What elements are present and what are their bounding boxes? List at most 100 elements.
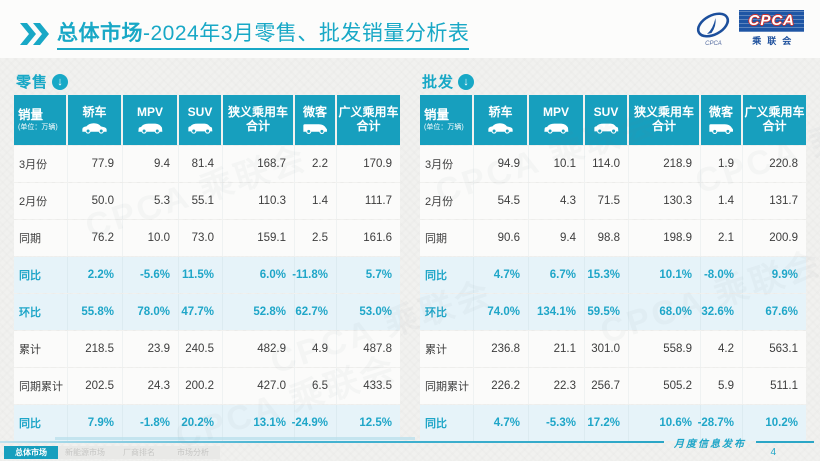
tab-nev-market[interactable]: 新能源市场 [65, 448, 105, 457]
cell-suv: 15.3% [585, 257, 629, 293]
cell-narrow_total: 10.1% [629, 257, 701, 293]
column-header-mpv: MPV [123, 95, 179, 145]
column-header-suv: SUV [179, 95, 223, 145]
cell-suv: 59.5% [585, 294, 629, 330]
cell-suv: 73.0 [179, 220, 223, 256]
footer-rule-right [756, 441, 814, 443]
cell-mpv: 78.0% [123, 294, 179, 330]
footer-accent-line [55, 437, 415, 440]
cell-mpv: 21.1 [529, 331, 585, 367]
row-label: 同比 [420, 257, 474, 293]
cell-suv: 11.5% [179, 257, 223, 293]
van-icon [708, 122, 735, 134]
cell-sedan: 50.0 [68, 183, 123, 219]
footer-tab-bar: 总体市场 新能源市场 厂商排名 市场分析 [4, 446, 220, 459]
logo-tagline: CPCA [705, 41, 722, 47]
row-label: 同期 [420, 220, 474, 256]
down-arrow-circle-icon: ↓ [52, 73, 69, 90]
tab-market-analysis[interactable]: 市场分析 [177, 448, 209, 457]
cpca-logo: CPCA CPCA 乘联会 [692, 9, 804, 47]
cell-broad_total: 53.0% [359, 306, 392, 318]
page-title: 总体市场-2024年3月零售、批发销量分析表 [57, 17, 470, 50]
table-header-row: 销量 (单位：万辆) 轿车 MPV SUV 狭义乘用车 合计 微客 广义乘用车 合计 [420, 95, 806, 145]
cell-sedan: 4.7% [474, 405, 529, 441]
cell-sedan: 226.2 [474, 368, 529, 404]
row-label: 同比 [14, 405, 68, 441]
table-row: 同期 90.6 9.4 98.8 198.9 2.1 200.9 [420, 220, 806, 256]
column-header-micro_van: 微客 [295, 95, 337, 145]
row-label: 同期累计 [420, 368, 474, 404]
cell-micro_van: 2.2 [295, 146, 337, 182]
cpca-swoosh-icon: CPCA [692, 9, 734, 47]
cell-broad_total: 170.9 [363, 158, 392, 170]
cell-broad_total: 511.1 [770, 380, 798, 392]
cell-suv: 240.5 [179, 331, 223, 367]
cell-broad_total: 220.8 [769, 158, 798, 170]
cell-suv: 200.2 [179, 368, 223, 404]
table-row: 3月份 94.9 10.1 114.0 218.9 1.9 220.8 [420, 146, 806, 182]
table-row: 累计 236.8 21.1 301.0 558.9 4.2 563.1 [420, 331, 806, 367]
table-row: 同比 7.9% -1.8% 20.2% 13.1% -24.9% 12.5% [14, 405, 400, 441]
row-label: 2月份 [420, 183, 474, 219]
cell-mpv: 4.3 [529, 183, 585, 219]
page-number: 4 [770, 447, 776, 458]
cell-broad_total: 200.9 [769, 232, 798, 244]
footer-rule-left [0, 441, 664, 443]
row-label: 同比 [14, 257, 68, 293]
footer-rule: 月度信息发布 [0, 435, 820, 450]
table-row: 2月份 54.5 4.3 71.5 130.3 1.4 131.7 [420, 183, 806, 219]
cell-broad_total: 161.6 [363, 232, 392, 244]
table-row: 同比 2.2% -5.6% 11.5% 6.0% -11.8% 5.7% [14, 257, 400, 293]
retail-table: 销量 (单位：万辆) 轿车 MPV SUV 狭义乘用车 合计 微客 广义乘用车 合计 3月份 77.9… [14, 95, 400, 441]
cell-micro_van: 1.4 [295, 183, 337, 219]
table-row: 同期累计 226.2 22.3 256.7 505.2 5.9 511.1 [420, 368, 806, 404]
wholesale-table: 销量 (单位：万辆) 轿车 MPV SUV 狭义乘用车 合计 微客 广义乘用车 合计 3月份 94.9… [420, 95, 806, 441]
cell-sedan: 76.2 [68, 220, 123, 256]
cell-mpv: 22.3 [529, 368, 585, 404]
cell-micro_van: 4.2 [701, 331, 743, 367]
row-label: 累计 [14, 331, 68, 367]
row-label: 环比 [14, 294, 68, 330]
cell-mpv: 6.7% [529, 257, 585, 293]
cell-mpv: 10.1 [529, 146, 585, 182]
suv-icon [187, 122, 214, 134]
title-row: 总体市场-2024年3月零售、批发销量分析表 [20, 17, 470, 50]
footer-note: 月度信息发布 [674, 438, 746, 450]
down-arrow-circle-icon: ↓ [458, 73, 475, 90]
cell-suv: 55.1 [179, 183, 223, 219]
tab-oem-ranking[interactable]: 厂商排名 [123, 448, 155, 457]
cell-narrow_total: 427.0 [223, 368, 295, 404]
cell-broad_total: 9.9% [771, 269, 798, 281]
row-label: 同期累计 [14, 368, 68, 404]
cell-micro_van: -24.9% [292, 405, 337, 441]
cell-suv: 114.0 [585, 146, 629, 182]
cell-suv: 98.8 [585, 220, 629, 256]
cell-broad_total: 5.7% [365, 269, 392, 281]
cell-sedan: 2.2% [68, 257, 123, 293]
table-row: 同比 4.7% -5.3% 17.2% 10.6% -28.7% 10.2% [420, 405, 806, 441]
cell-narrow_total: 505.2 [629, 368, 701, 404]
table-row: 同比 4.7% 6.7% 15.3% 10.1% -8.0% 9.9% [420, 257, 806, 293]
cell-sedan: 74.0% [474, 294, 529, 330]
cell-suv: 17.2% [585, 405, 629, 441]
cell-mpv: -5.3% [529, 405, 585, 441]
cell-mpv: 5.3 [123, 183, 179, 219]
column-header-broad_total: 广义乘用车 合计 [337, 95, 400, 145]
cell-broad_total: 67.6% [765, 306, 798, 318]
tab-overall-market[interactable]: 总体市场 [4, 446, 58, 459]
column-header-sedan: 轿车 [474, 95, 529, 145]
cell-suv: 47.7% [179, 294, 223, 330]
sedan-icon [487, 122, 514, 134]
cell-sedan: 236.8 [474, 331, 529, 367]
cell-broad_total: 12.5% [359, 417, 392, 429]
table-body: 3月份 77.9 9.4 81.4 168.7 2.2 170.9 2月份 50.0 5.3 55.… [14, 146, 400, 441]
row-label: 2月份 [14, 183, 68, 219]
column-header-micro_van: 微客 [701, 95, 743, 145]
cell-sedan: 4.7% [474, 257, 529, 293]
cell-narrow_total: 159.1 [223, 220, 295, 256]
cell-mpv: 134.1% [529, 294, 585, 330]
cell-micro_van: -8.0% [701, 257, 743, 293]
column-header-sales: 销量 (单位：万辆) [14, 95, 68, 145]
logo-acronym: CPCA [739, 9, 804, 32]
page-title-suffix: -2024年3月零售、批发销量分析表 [143, 22, 470, 45]
